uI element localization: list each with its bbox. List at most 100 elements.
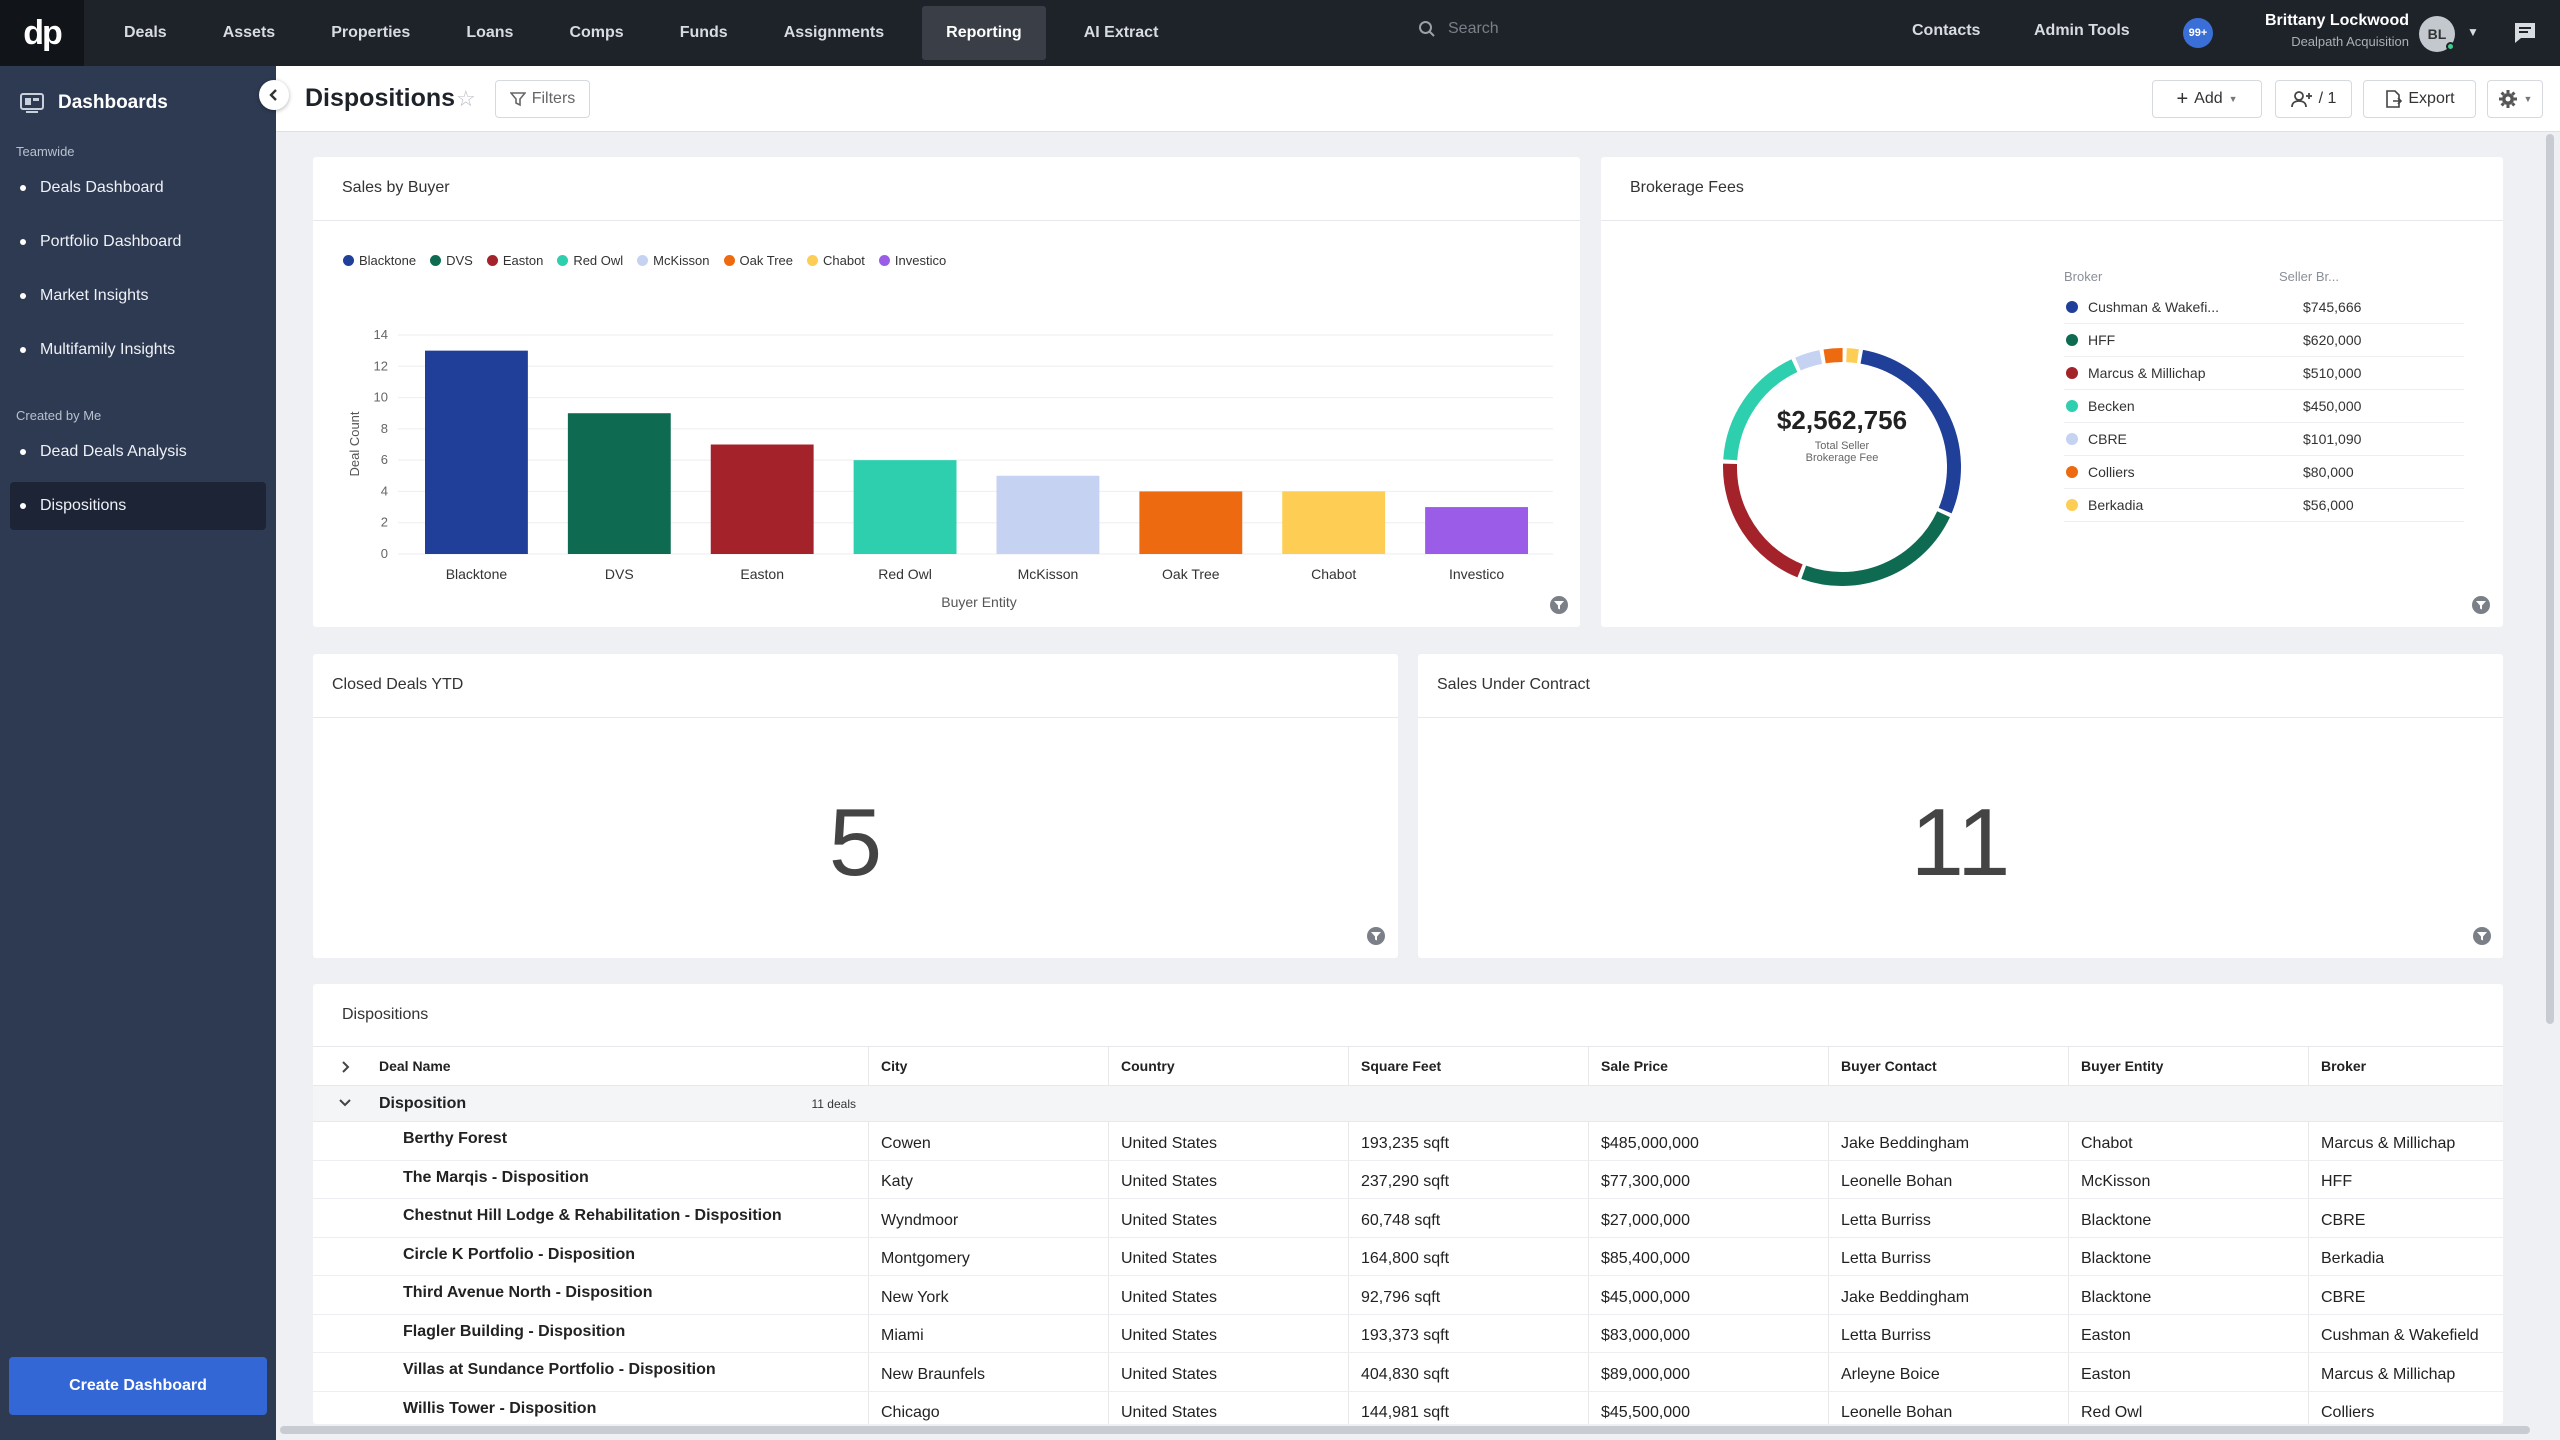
legend-label: Red Owl	[573, 253, 624, 268]
deal-name-link[interactable]: Villas at Sundance Portfolio - Dispositi…	[403, 1361, 716, 1378]
table-row[interactable]: Willis Tower - Disposition Chicago United …	[313, 1391, 2503, 1424]
broker-row[interactable]: CBRE $101,090	[2064, 423, 2464, 456]
legend-item[interactable]: Blacktone	[343, 253, 416, 268]
table-row[interactable]: Berthy Forest Cowen United States 193,235 s…	[313, 1122, 2503, 1161]
share-count: / 1	[2318, 90, 2337, 107]
sidebar-item-market-insights[interactable]: Market Insights	[10, 272, 266, 320]
bar-mckisson[interactable]	[996, 475, 1100, 554]
broker-row[interactable]: Becken $450,000	[2064, 390, 2464, 423]
bar-chabot[interactable]	[1282, 491, 1386, 554]
deal-name-link[interactable]: Third Avenue North - Disposition	[403, 1284, 653, 1301]
sidebar-item-dispositions[interactable]: Dispositions	[10, 482, 266, 530]
filter-badge-icon[interactable]	[1366, 926, 1386, 946]
bar-dvs[interactable]	[567, 413, 671, 554]
table-row[interactable]: Circle K Portfolio - Disposition Montgome…	[313, 1237, 2503, 1276]
column-header-buyer-contact[interactable]: Buyer Contact	[1828, 1047, 2068, 1085]
sidebar-item-multifamily-insights[interactable]: Multifamily Insights	[10, 326, 266, 374]
sidebar-item-deals-dashboard[interactable]: Deals Dashboard	[10, 164, 266, 212]
donut-slice-4[interactable]	[1795, 350, 1823, 371]
legend-item[interactable]: Chabot	[807, 253, 865, 268]
chevron-down-icon[interactable]: ▼	[2467, 25, 2479, 39]
column-header-country[interactable]: Country	[1108, 1047, 1348, 1085]
sidebar-item-portfolio-dashboard[interactable]: Portfolio Dashboard	[10, 218, 266, 266]
bar-easton[interactable]	[710, 444, 814, 555]
column-header-broker[interactable]: Broker	[2308, 1047, 2503, 1085]
vertical-scrollbar[interactable]	[2546, 134, 2554, 1024]
bar-oak-tree[interactable]	[1139, 491, 1243, 554]
nav-item-reporting[interactable]: Reporting	[922, 6, 1046, 60]
donut-slice-2[interactable]	[1723, 463, 1803, 578]
table-row[interactable]: Villas at Sundance Portfolio - Dispositi…	[313, 1353, 2503, 1392]
legend-item[interactable]: Red Owl	[557, 253, 623, 268]
donut-slice-5[interactable]	[1823, 348, 1843, 364]
column-header-city[interactable]: City	[868, 1047, 1108, 1085]
broker-row[interactable]: Cushman & Wakefi... $745,666	[2064, 291, 2464, 324]
filter-badge-icon[interactable]	[1549, 595, 1569, 615]
nav-item-deals[interactable]: Deals	[124, 24, 167, 41]
nav-item-funds[interactable]: Funds	[679, 24, 728, 41]
export-button[interactable]: Export	[2363, 80, 2476, 118]
chevron-down-icon[interactable]	[339, 1098, 351, 1108]
donut-slice-6[interactable]	[1846, 348, 1859, 364]
column-header-buyer-entity[interactable]: Buyer Entity	[2068, 1047, 2308, 1085]
filter-badge-icon[interactable]	[2471, 595, 2491, 615]
table-row[interactable]: The Marqis - Disposition Katy United State…	[313, 1160, 2503, 1199]
bar-investico[interactable]	[1425, 507, 1528, 554]
column-header-square-feet[interactable]: Square Feet	[1348, 1047, 1588, 1085]
deal-name-link[interactable]: Willis Tower - Disposition	[403, 1399, 597, 1417]
broker-row[interactable]: Colliers $80,000	[2064, 456, 2464, 489]
deal-name-link[interactable]: Circle K Portfolio - Disposition	[403, 1245, 636, 1263]
dealpath-logo[interactable]: dp	[0, 0, 84, 66]
group-row[interactable]: Disposition 11 deals	[313, 1086, 2503, 1122]
legend-item[interactable]: Oak Tree	[723, 253, 793, 268]
legend-item[interactable]: McKisson	[637, 253, 710, 268]
filter-badge-icon[interactable]	[2472, 926, 2492, 946]
favorite-star-icon[interactable]: ☆	[456, 86, 476, 111]
legend-item[interactable]: DVS	[430, 253, 473, 268]
column-header-sale-price[interactable]: Sale Price	[1588, 1047, 1828, 1085]
bar-red-owl[interactable]	[853, 460, 957, 554]
avatar[interactable]: BL	[2419, 16, 2455, 52]
collapse-sidebar-button[interactable]	[259, 80, 289, 110]
legend-item[interactable]: Easton	[486, 253, 543, 268]
donut-slice-0[interactable]	[1860, 349, 1961, 514]
chevron-right-icon[interactable]	[341, 1061, 351, 1073]
broker-row[interactable]: Berkadia $56,000	[2064, 489, 2464, 522]
table-row[interactable]: Third Avenue North - Disposition New York…	[313, 1276, 2503, 1315]
legend-item[interactable]: Investico	[878, 253, 946, 268]
nav-item-properties[interactable]: Properties	[331, 24, 411, 41]
y-tick-label: 0	[381, 546, 388, 561]
deal-name-link[interactable]: Berthy Forest	[403, 1130, 508, 1147]
broker-row[interactable]: HFF $620,000	[2064, 324, 2464, 357]
user-menu[interactable]: Brittany Lockwood Dealpath Acquisition	[2264, 12, 2409, 49]
x-tick-label: Blacktone	[446, 566, 508, 582]
horizontal-scrollbar[interactable]	[280, 1426, 2530, 1434]
sidebar-item-dead-deals-analysis[interactable]: Dead Deals Analysis	[10, 428, 266, 476]
add-button[interactable]: + Add ▼	[2152, 80, 2262, 118]
deal-name-link[interactable]: Chestnut Hill Lodge & Rehabilitation - D…	[403, 1207, 782, 1224]
chat-icon[interactable]	[2512, 20, 2538, 46]
column-header-deal-name[interactable]: Deal Name	[313, 1047, 868, 1085]
nav-item-comps[interactable]: Comps	[569, 24, 624, 41]
create-dashboard-button[interactable]: Create Dashboard	[9, 1357, 267, 1415]
table-row[interactable]: Chestnut Hill Lodge & Rehabilitation - D…	[313, 1199, 2503, 1238]
contacts-link[interactable]: Contacts	[1912, 22, 1981, 39]
bar-blacktone[interactable]	[425, 350, 528, 554]
settings-button[interactable]: ▼	[2487, 80, 2543, 118]
nav-item-assignments[interactable]: Assignments	[783, 24, 885, 41]
donut-slice-1[interactable]	[1801, 511, 1950, 586]
nav-item-assets[interactable]: Assets	[222, 24, 276, 41]
notifications-badge[interactable]: 99+	[2183, 18, 2213, 48]
deal-name-link[interactable]: The Marqis - Disposition	[403, 1168, 589, 1186]
share-button[interactable]: / 1	[2275, 80, 2352, 118]
search-box[interactable]: Search	[1418, 20, 1499, 38]
filters-button[interactable]: Filters	[495, 80, 590, 118]
table-row[interactable]: Flagler Building - Disposition Miami Unite…	[313, 1314, 2503, 1353]
admin-tools-link[interactable]: Admin Tools	[2034, 22, 2130, 39]
broker-row[interactable]: Marcus & Millichap $510,000	[2064, 357, 2464, 390]
nav-item-loans[interactable]: Loans	[466, 24, 514, 41]
donut-slice-3[interactable]	[1723, 359, 1798, 461]
deal-name-link[interactable]: Flagler Building - Disposition	[403, 1322, 626, 1340]
nav-item-ai-extract[interactable]: AI Extract	[1083, 24, 1159, 41]
table-cell: Arleyne Boice	[1828, 1353, 2068, 1391]
